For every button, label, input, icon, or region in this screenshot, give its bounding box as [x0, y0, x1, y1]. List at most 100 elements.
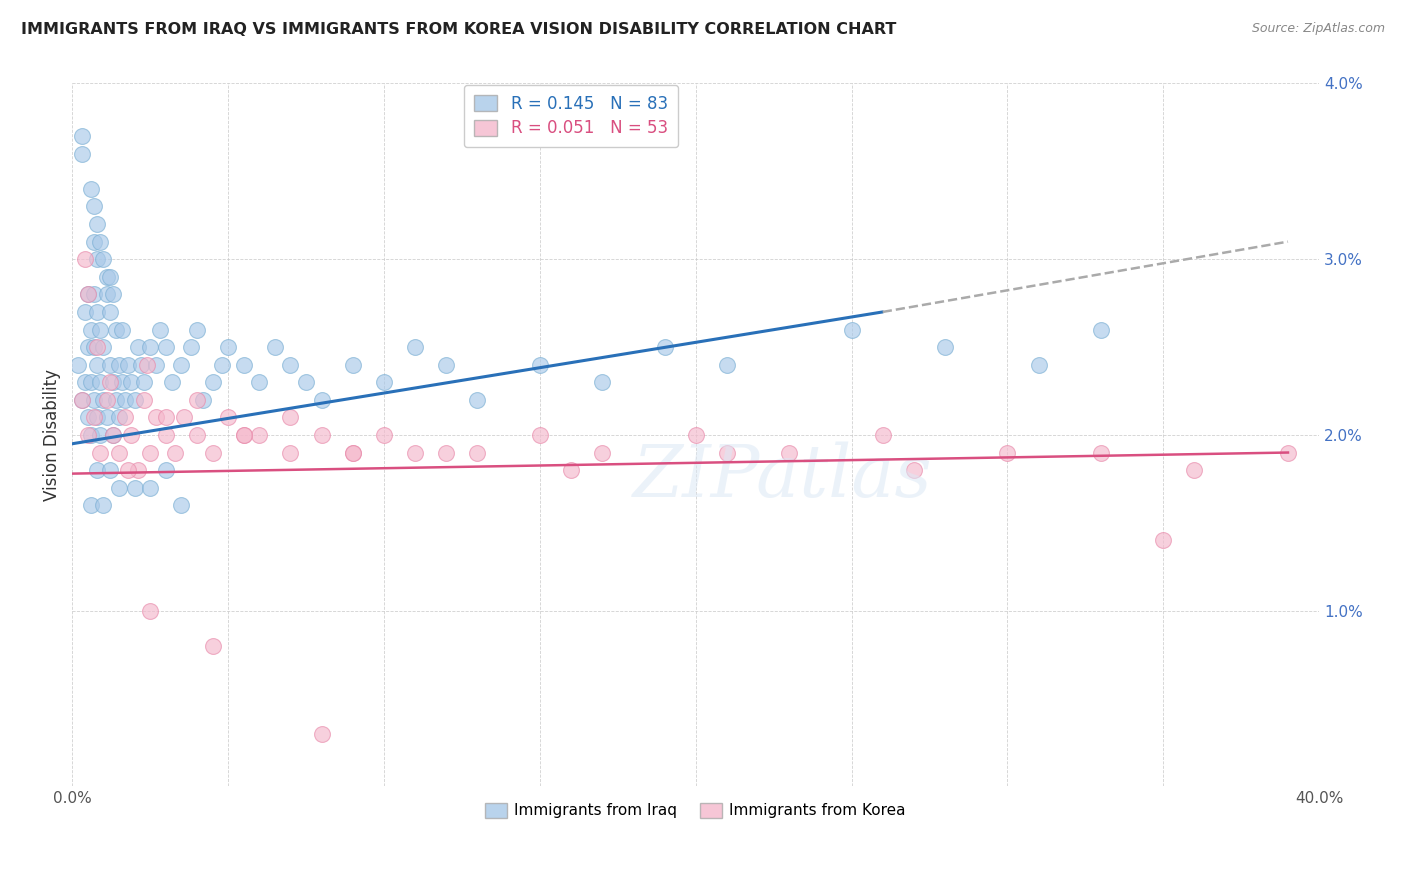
Text: ZIPatlas: ZIPatlas: [633, 442, 932, 512]
Point: [232, 358, 254, 372]
Point: [93, 498, 115, 512]
Point: [373, 428, 395, 442]
Point: [86, 358, 108, 372]
Point: [139, 481, 162, 495]
Point: [104, 322, 127, 336]
Point: [83, 235, 105, 249]
Point: [96, 410, 118, 425]
Point: [120, 376, 142, 390]
Point: [716, 358, 738, 372]
Point: [145, 358, 167, 372]
Point: [93, 252, 115, 267]
Point: [114, 392, 136, 407]
Point: [217, 340, 239, 354]
Point: [98, 305, 121, 319]
Point: [280, 410, 302, 425]
Point: [404, 445, 426, 459]
Point: [98, 358, 121, 372]
Text: IMMIGRANTS FROM IRAQ VS IMMIGRANTS FROM KOREA VISION DISABILITY CORRELATION CHAR: IMMIGRANTS FROM IRAQ VS IMMIGRANTS FROM …: [21, 22, 897, 37]
Point: [83, 410, 105, 425]
Point: [232, 428, 254, 442]
Point: [934, 340, 956, 354]
Point: [73, 376, 96, 390]
Point: [132, 376, 155, 390]
Point: [120, 428, 142, 442]
Point: [83, 287, 105, 301]
Point: [280, 358, 302, 372]
Point: [80, 376, 103, 390]
Point: [311, 392, 333, 407]
Point: [1090, 445, 1112, 459]
Point: [101, 287, 124, 301]
Point: [80, 498, 103, 512]
Point: [404, 340, 426, 354]
Point: [232, 428, 254, 442]
Point: [70, 146, 93, 161]
Point: [1152, 533, 1174, 548]
Point: [1090, 322, 1112, 336]
Point: [70, 129, 93, 144]
Point: [467, 392, 489, 407]
Point: [191, 392, 214, 407]
Point: [139, 445, 162, 459]
Point: [108, 358, 131, 372]
Point: [373, 376, 395, 390]
Point: [145, 410, 167, 425]
Point: [83, 340, 105, 354]
Point: [83, 199, 105, 213]
Point: [186, 428, 208, 442]
Point: [247, 428, 270, 442]
Point: [186, 392, 208, 407]
Point: [155, 340, 177, 354]
Point: [83, 392, 105, 407]
Point: [132, 392, 155, 407]
Point: [211, 358, 233, 372]
Point: [127, 340, 149, 354]
Point: [903, 463, 925, 477]
Point: [93, 392, 115, 407]
Point: [86, 305, 108, 319]
Point: [76, 287, 98, 301]
Point: [201, 445, 224, 459]
Point: [160, 376, 183, 390]
Point: [96, 269, 118, 284]
Point: [80, 428, 103, 442]
Point: [98, 463, 121, 477]
Point: [342, 445, 364, 459]
Point: [70, 392, 93, 407]
Y-axis label: Vision Disability: Vision Disability: [44, 369, 60, 501]
Point: [108, 445, 131, 459]
Point: [201, 639, 224, 653]
Point: [89, 428, 111, 442]
Point: [114, 410, 136, 425]
Point: [108, 481, 131, 495]
Point: [124, 392, 146, 407]
Point: [101, 428, 124, 442]
Point: [98, 376, 121, 390]
Point: [342, 358, 364, 372]
Point: [280, 445, 302, 459]
Point: [529, 428, 551, 442]
Point: [155, 463, 177, 477]
Point: [76, 428, 98, 442]
Point: [173, 410, 195, 425]
Point: [111, 322, 134, 336]
Point: [108, 410, 131, 425]
Point: [186, 322, 208, 336]
Point: [86, 463, 108, 477]
Point: [70, 392, 93, 407]
Point: [560, 463, 582, 477]
Point: [654, 340, 676, 354]
Point: [467, 445, 489, 459]
Point: [165, 445, 187, 459]
Point: [685, 428, 707, 442]
Point: [96, 287, 118, 301]
Point: [247, 376, 270, 390]
Point: [86, 410, 108, 425]
Point: [155, 428, 177, 442]
Point: [67, 358, 90, 372]
Point: [139, 604, 162, 618]
Point: [170, 358, 193, 372]
Text: Source: ZipAtlas.com: Source: ZipAtlas.com: [1251, 22, 1385, 36]
Point: [111, 376, 134, 390]
